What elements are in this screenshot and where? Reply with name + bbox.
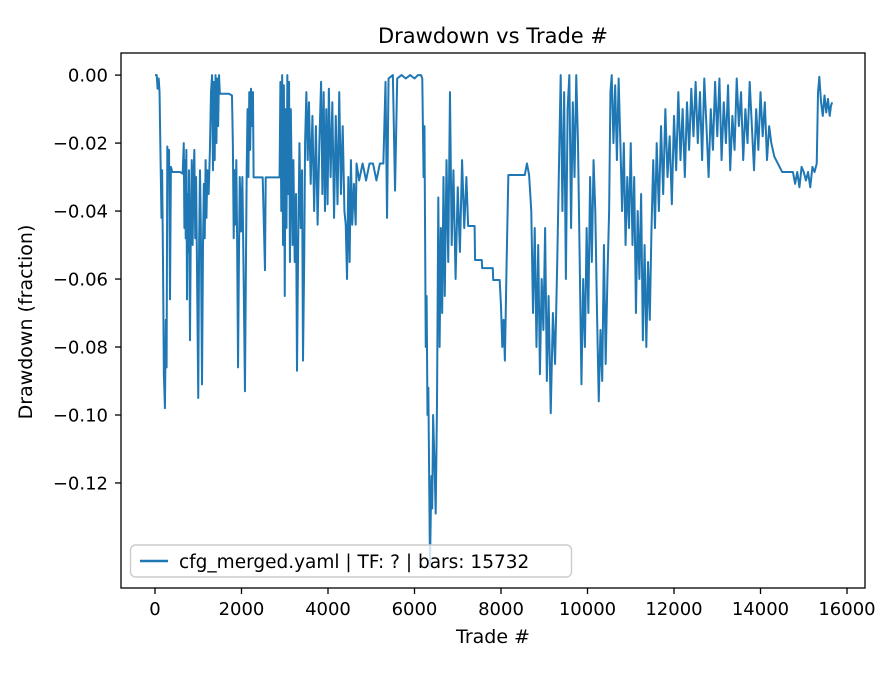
x-tick-label: 16000 [818, 599, 875, 620]
x-axis-ticks: 0 2000 4000 6000 8000 10000 12000 14000 16000 [149, 588, 876, 620]
axes-spines [120, 52, 866, 589]
x-tick-label: 0 [149, 599, 160, 620]
x-tick-label: 6000 [392, 599, 438, 620]
x-tick-label: 2000 [219, 599, 265, 620]
legend-entry-label: cfg_merged.yaml | TF: ? | bars: 15732 [179, 552, 529, 573]
y-tick-label: 0.00 [68, 66, 108, 87]
x-axis-label: Trade # [455, 626, 530, 648]
drawdown-series-line [155, 74, 834, 568]
legend-box [129, 544, 573, 578]
y-tick-label: −0.12 [53, 473, 108, 494]
x-tick-label: 14000 [732, 599, 789, 620]
y-tick-label: −0.04 [53, 202, 108, 223]
x-tick-label: 4000 [305, 599, 351, 620]
chart-title: Drawdown vs Trade # [378, 24, 608, 48]
x-tick-label: 10000 [559, 599, 616, 620]
y-tick-label: −0.02 [53, 134, 108, 155]
series-group [155, 74, 834, 568]
legend: cfg_merged.yaml | TF: ? | bars: 15732 [129, 544, 573, 578]
x-tick-label: 8000 [478, 599, 524, 620]
y-tick-label: −0.06 [53, 270, 108, 291]
x-tick-label: 12000 [645, 599, 702, 620]
y-tick-label: −0.10 [53, 405, 108, 426]
y-tick-label: −0.08 [53, 338, 108, 359]
y-axis-label: Drawdown (fraction) [15, 225, 37, 420]
y-axis-ticks: 0.00 −0.02 −0.04 −0.06 −0.08 −0.10 −0.12 [53, 66, 121, 494]
